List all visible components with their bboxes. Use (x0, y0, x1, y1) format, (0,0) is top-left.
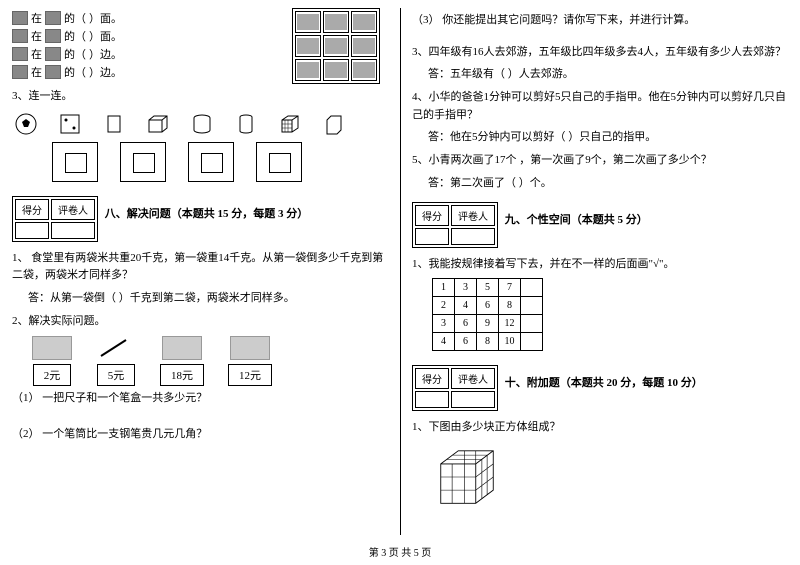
price: 18元 (160, 364, 204, 386)
position-row: 在的（）边。 (12, 64, 292, 80)
q8-2-2: （2） 一个笔筒比一支钢笔贵几元几角？ (12, 426, 388, 444)
items-row: 2元 5元 18元 12元 (32, 336, 388, 386)
q9-1: 1、我能按规律接着写下去，并在不一样的后面画"√"。 (412, 256, 788, 274)
ruler-icon (32, 336, 72, 360)
q5-ans: 答：第二次画了（ ）个。 (428, 174, 788, 190)
section8-title: 八、解决问题（本题共 15 分，每题 3 分） (105, 208, 309, 220)
box-shape (52, 142, 98, 182)
price: 5元 (97, 364, 136, 386)
number-table: 1357 2468 36912 46810 (432, 278, 543, 351)
penholder-icon (230, 336, 270, 360)
position-row: 在的（）面。 (12, 10, 292, 26)
milk-icon (320, 112, 348, 136)
boxes-bottom (52, 142, 388, 182)
position-row: 在的（）面。 (12, 28, 292, 44)
pen-icon (96, 336, 136, 360)
shapes-top (12, 112, 388, 136)
cube-icon (276, 112, 304, 136)
can-icon (100, 112, 128, 136)
score-box: 得分评卷人 (412, 365, 498, 411)
pencilbox-icon (162, 336, 202, 360)
q8-1-ans: 答：从第一袋倒（ ）千克到第二袋，两袋米才同样多。 (28, 289, 388, 305)
box-shape (256, 142, 302, 182)
q5: 5、小青两次画了17个 ，第一次画了9个，第二次画了多少个？ (412, 152, 788, 170)
q3-ans: 答：五年级有（ ）人去郊游。 (428, 65, 788, 81)
q4: 4、小华的爸爸1分钟可以剪好5只自己的手指甲。他在5分钟内可以剪好几只自己的手指… (412, 89, 788, 124)
q-other: （3） 你还能提出其它问题吗？请你写下来，并进行计算。 (412, 12, 788, 30)
animal-icon (12, 29, 28, 43)
page-footer: 第 3 页 共 5 页 (0, 544, 800, 559)
position-row: 在的（）边。 (12, 46, 292, 62)
cylinder-icon (188, 112, 216, 136)
section9-title: 九、个性空间（本题共 5 分） (505, 214, 648, 226)
animal-icon (12, 65, 28, 79)
animal-icon (45, 29, 61, 43)
animal-grid (292, 8, 380, 84)
grader-label: 评卷人 (51, 199, 95, 220)
q8-1: 1、 食堂里有两袋米共重20千克，第一袋重14千克。从第一袋倒多少千克到第二袋，… (12, 250, 388, 285)
price: 12元 (228, 364, 272, 386)
animal-icon (45, 47, 61, 61)
box-shape (188, 142, 234, 182)
dice-icon (56, 112, 84, 136)
q3: 3、四年级有16人去郊游，五年级比四年级多去4人，五年级有多少人去郊游？ (412, 44, 788, 62)
animal-icon (45, 11, 61, 25)
score-label: 得分 (15, 199, 49, 220)
q10-1: 1、下图由多少块正方体组成？ (412, 419, 788, 437)
section10-title: 十、附加题（本题共 20 分，每题 10 分） (505, 377, 703, 389)
cube-figure (432, 442, 502, 512)
price: 2元 (33, 364, 72, 386)
column-divider (400, 8, 401, 535)
q8-2: 2、解决实际问题。 (12, 313, 388, 331)
q3-label: 3、连一连。 (12, 88, 388, 106)
ball-icon (12, 112, 40, 136)
animal-icon (12, 11, 28, 25)
score-box: 得分评卷人 (412, 202, 498, 248)
q8-2-1: （1） 一把尺子和一个笔盒一共多少元？ (12, 390, 388, 408)
animal-icon (45, 65, 61, 79)
box-shape (120, 142, 166, 182)
score-box: 得分评卷人 (12, 196, 98, 242)
cylinder2-icon (232, 112, 260, 136)
q4-ans: 答：他在5分钟内可以剪好（ ）只自己的指甲。 (428, 128, 788, 144)
box-icon (144, 112, 172, 136)
animal-icon (12, 47, 28, 61)
